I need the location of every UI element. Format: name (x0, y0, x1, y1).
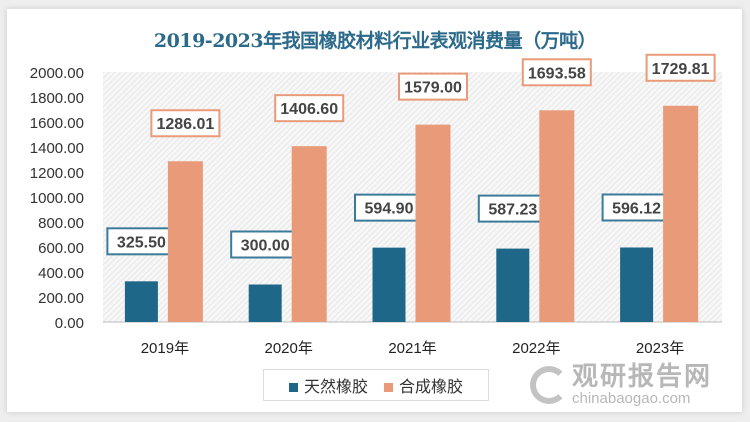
y-tick-label: 1800.00 (30, 90, 84, 107)
watermark-logo-icon (530, 366, 568, 404)
bar-natural (248, 284, 282, 322)
y-tick-label: 0.00 (55, 315, 84, 332)
chart-title: 2019-2023年我国橡胶材料行业表观消费量（万吨） (153, 30, 597, 52)
legend-swatch (384, 383, 393, 392)
legend-item-synthetic: 合成橡胶 (384, 373, 463, 397)
data-label-box (354, 193, 424, 222)
bar-natural (124, 281, 158, 322)
x-tick-label: 2020年 (265, 340, 313, 357)
x-tick-label: 2022年 (512, 340, 560, 357)
y-tick-label: 2000.00 (30, 65, 84, 82)
bar-natural (496, 248, 530, 322)
bar-natural (620, 247, 654, 322)
bar-synthetic (663, 105, 699, 323)
y-tick-label: 400.00 (38, 265, 84, 282)
watermark-cn: 观研报告网 (572, 361, 713, 391)
watermark-en: chinabaogao.com (572, 390, 691, 407)
bar-synthetic (539, 110, 575, 323)
bar-synthetic (415, 124, 451, 322)
data-label: 1693.58 (528, 65, 586, 82)
x-tick-label: 2019年 (141, 340, 189, 357)
legend-label: 天然橡胶 (303, 379, 368, 396)
data-label-box (398, 72, 468, 101)
y-tick-label: 1600.00 (30, 115, 84, 132)
data-label: 587.23 (488, 202, 537, 219)
y-tick-label: 200.00 (38, 290, 84, 307)
data-label: 1579.00 (404, 80, 462, 97)
data-label-box (521, 58, 592, 87)
legend: 天然橡胶 合成橡胶 (263, 369, 489, 401)
y-tick-label: 800.00 (38, 215, 84, 232)
data-label: 1406.60 (280, 101, 338, 118)
legend-swatch (288, 383, 298, 392)
data-label: 1286.01 (156, 116, 214, 133)
data-label: 596.12 (612, 200, 661, 217)
data-label-box (645, 53, 716, 82)
y-tick-label: 1000.00 (30, 190, 84, 207)
x-tick-label: 2021年 (388, 340, 436, 357)
data-label: 594.90 (365, 201, 414, 218)
data-label: 1729.81 (652, 61, 710, 78)
y-tick-label: 1200.00 (30, 165, 84, 182)
bar-natural (372, 247, 406, 322)
y-tick-label: 1400.00 (30, 140, 84, 157)
data-label: 325.50 (117, 234, 166, 251)
data-label-box (230, 230, 301, 259)
bar-synthetic (291, 146, 327, 322)
data-label-box (106, 227, 177, 256)
data-label-box (274, 94, 345, 123)
bar-synthetic (167, 161, 203, 322)
x-tick-label: 2023年 (636, 340, 684, 357)
legend-label: 合成橡胶 (399, 379, 464, 396)
legend-item-natural: 天然橡胶 (288, 373, 368, 397)
data-label: 300.00 (241, 238, 290, 255)
data-label-box (477, 194, 548, 223)
watermark: 观研报告网 chinabaogao.com (520, 362, 712, 407)
data-label-box (150, 109, 221, 138)
y-tick-label: 600.00 (38, 240, 84, 257)
